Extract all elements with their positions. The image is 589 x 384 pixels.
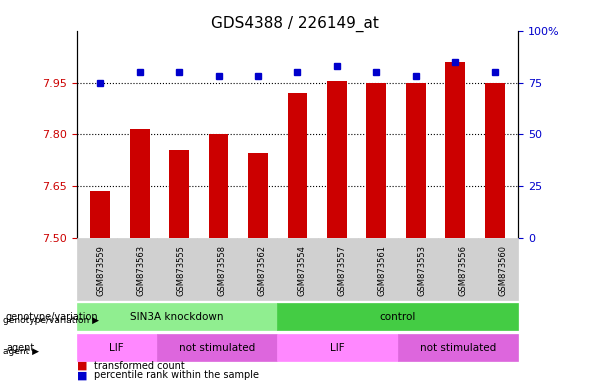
Text: percentile rank within the sample: percentile rank within the sample [94, 370, 259, 380]
Text: ■: ■ [77, 370, 87, 380]
Bar [209, 134, 229, 238]
Bar [485, 83, 505, 238]
Text: GSM873558: GSM873558 [217, 245, 226, 296]
Text: control: control [380, 312, 416, 322]
Text: GSM873554: GSM873554 [297, 245, 306, 296]
Text: GSM873553: GSM873553 [418, 245, 427, 296]
Bar [169, 150, 189, 238]
Text: GSM873557: GSM873557 [337, 245, 346, 296]
Bar [130, 129, 150, 238]
Bar [406, 83, 426, 238]
Text: not stimulated: not stimulated [420, 343, 496, 353]
Bar [287, 93, 307, 238]
Text: transformed count: transformed count [94, 361, 185, 371]
Text: LIF: LIF [110, 343, 124, 353]
Bar [445, 62, 465, 238]
Text: LIF: LIF [330, 343, 345, 353]
Bar [90, 191, 110, 238]
Bar [248, 153, 268, 238]
Text: GSM873562: GSM873562 [257, 245, 266, 296]
Text: genotype/variation ▶: genotype/variation ▶ [3, 316, 99, 325]
Text: GSM873555: GSM873555 [177, 245, 186, 296]
Text: agent ▶: agent ▶ [3, 347, 39, 356]
Text: agent: agent [6, 343, 34, 353]
Text: GDS4388 / 226149_at: GDS4388 / 226149_at [210, 15, 379, 31]
Text: SIN3A knockdown: SIN3A knockdown [130, 312, 224, 322]
Text: GSM873563: GSM873563 [137, 245, 146, 296]
Text: GSM873560: GSM873560 [498, 245, 507, 296]
Text: genotype/variation: genotype/variation [6, 312, 98, 322]
Text: GSM873556: GSM873556 [458, 245, 467, 296]
Text: GSM873561: GSM873561 [378, 245, 387, 296]
Text: ■: ■ [77, 361, 87, 371]
Bar [366, 83, 386, 238]
Text: GSM873559: GSM873559 [97, 245, 105, 296]
Text: not stimulated: not stimulated [179, 343, 255, 353]
Bar [327, 81, 347, 238]
